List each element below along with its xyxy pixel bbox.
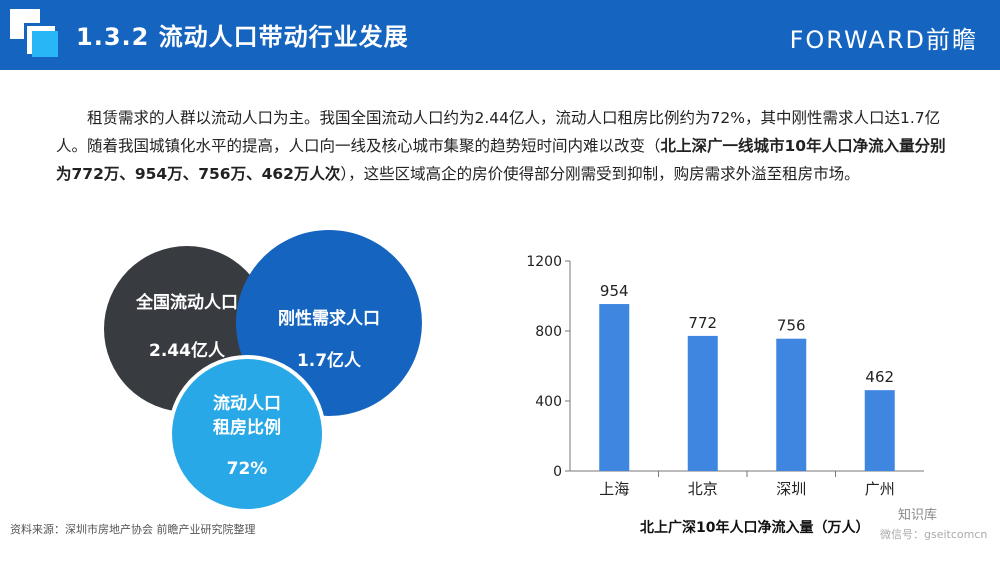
y-tick-label-1: 400 <box>535 394 562 410</box>
y-tick-label-2: 800 <box>535 324 562 340</box>
paragraph-part1: 租赁需求的人群以流动人口为主。我国全国流动人口约为2.44亿人，流动人口租房比例… <box>56 109 941 155</box>
logo-squares-icon <box>10 9 62 61</box>
y-tick-label-3: 1200 <box>526 254 562 270</box>
x-tick-label-2: 深圳 <box>776 480 806 498</box>
x-tick-label-3: 广州 <box>865 480 895 498</box>
circle-national-label: 全国流动人口 <box>136 293 238 313</box>
bar-0 <box>599 304 630 471</box>
source-note: 资料来源：深圳市房地产协会 前瞻产业研究院整理 <box>10 523 256 536</box>
wechat-watermark: 知识库 <box>898 508 938 523</box>
circle-national-value: 2.44亿人 <box>149 341 225 361</box>
circle-rigid-label: 刚性需求人口 <box>278 309 380 329</box>
circle-rental-label-2: 租房比例 <box>213 418 281 438</box>
circle-rigid-value: 1.7亿人 <box>296 351 362 371</box>
paragraph-bold: 北上深广一线城市10年人口净流入量分别为772万、954万、756万、462万人… <box>56 137 946 183</box>
data-label-0: 954 <box>600 282 629 300</box>
x-tick-label-1: 北京 <box>688 480 718 498</box>
x-tick-label-0: 上海 <box>599 480 629 498</box>
page-title: 1.3.2 流动人口带动行业发展 <box>76 23 409 51</box>
bar-3 <box>864 390 895 471</box>
brand-logo: FORWARD前瞻 <box>789 26 978 54</box>
circle-rental-value: 72% <box>226 459 268 479</box>
data-label-1: 772 <box>688 314 717 332</box>
circle-rental-ratio: 流动人口 租房比例 72% <box>168 355 326 513</box>
chart-title: 北上广深10年人口净流入量（万人） <box>640 520 870 536</box>
data-label-2: 756 <box>777 317 806 335</box>
data-label-3: 462 <box>865 368 894 386</box>
wechat-id-watermark: 微信号：gseitcomcn <box>880 528 988 541</box>
bar-2 <box>776 338 807 471</box>
intro-paragraph: 租赁需求的人群以流动人口为主。我国全国流动人口约为2.44亿人，流动人口租房比例… <box>56 104 956 188</box>
circle-rental-label-1: 流动人口 <box>213 394 281 414</box>
bar-chart: 0 400 800 1200 954 上海 772 北京 756 深圳 462 广州 <box>526 254 924 498</box>
paragraph-part2: ），这些区域高企的房价使得部分刚需受到抑制，购房需求外溢至租房市场。 <box>340 165 860 183</box>
y-tick-label-0: 0 <box>553 464 562 480</box>
bar-1 <box>687 335 718 471</box>
header-bar: 1.3.2 流动人口带动行业发展 FORWARD前瞻 <box>0 0 1000 70</box>
